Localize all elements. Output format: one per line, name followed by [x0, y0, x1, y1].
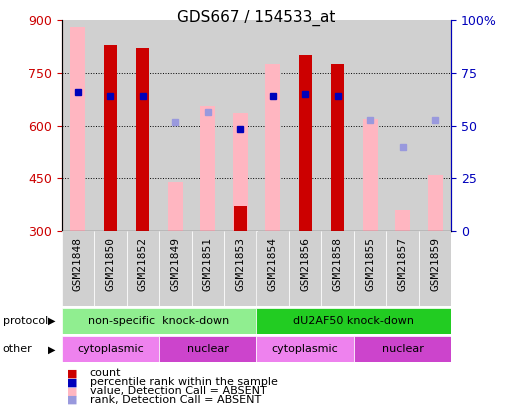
- Text: ■: ■: [67, 395, 77, 405]
- Bar: [70, 27, 85, 231]
- Bar: [191, 20, 224, 231]
- Bar: [104, 45, 117, 231]
- Bar: [363, 119, 378, 231]
- Bar: [354, 231, 386, 306]
- Text: non-specific  knock-down: non-specific knock-down: [88, 316, 230, 326]
- Bar: [233, 113, 248, 231]
- Bar: [136, 48, 149, 231]
- Bar: [386, 20, 419, 231]
- Text: GSM21848: GSM21848: [73, 237, 83, 291]
- Bar: [354, 20, 386, 231]
- Bar: [127, 20, 159, 231]
- Bar: [159, 20, 191, 231]
- Bar: [191, 231, 224, 306]
- Bar: [289, 20, 322, 231]
- Text: GSM21855: GSM21855: [365, 237, 375, 291]
- Bar: [62, 308, 256, 334]
- Bar: [322, 20, 354, 231]
- Text: GSM21857: GSM21857: [398, 237, 408, 291]
- Bar: [289, 231, 322, 306]
- Text: GSM21859: GSM21859: [430, 237, 440, 291]
- Bar: [224, 20, 256, 231]
- Bar: [94, 20, 127, 231]
- Bar: [299, 55, 312, 231]
- Text: protocol: protocol: [3, 316, 48, 326]
- Bar: [201, 106, 215, 231]
- Bar: [62, 20, 94, 231]
- Bar: [234, 206, 247, 231]
- Text: GSM21854: GSM21854: [268, 237, 278, 291]
- Text: GSM21849: GSM21849: [170, 237, 180, 291]
- Text: value, Detection Call = ABSENT: value, Detection Call = ABSENT: [90, 386, 267, 396]
- Text: ■: ■: [67, 369, 77, 378]
- Bar: [265, 64, 280, 231]
- Bar: [94, 231, 127, 306]
- Text: ■: ■: [67, 386, 77, 396]
- Text: cytoplasmic: cytoplasmic: [272, 344, 339, 354]
- Text: GSM21853: GSM21853: [235, 237, 245, 291]
- Text: GSM21850: GSM21850: [105, 237, 115, 291]
- Text: ▶: ▶: [48, 344, 55, 354]
- Bar: [62, 336, 159, 362]
- Text: cytoplasmic: cytoplasmic: [77, 344, 144, 354]
- Text: percentile rank within the sample: percentile rank within the sample: [90, 377, 278, 387]
- Bar: [354, 336, 451, 362]
- Text: rank, Detection Call = ABSENT: rank, Detection Call = ABSENT: [90, 395, 261, 405]
- Text: GDS667 / 154533_at: GDS667 / 154533_at: [177, 10, 336, 26]
- Text: dU2AF50 knock-down: dU2AF50 knock-down: [293, 316, 415, 326]
- Text: count: count: [90, 369, 121, 378]
- Text: ▶: ▶: [48, 316, 55, 326]
- Text: GSM21856: GSM21856: [300, 237, 310, 291]
- Bar: [127, 231, 159, 306]
- Bar: [386, 231, 419, 306]
- Bar: [256, 336, 354, 362]
- Bar: [419, 20, 451, 231]
- Bar: [159, 231, 191, 306]
- Bar: [331, 64, 344, 231]
- Text: other: other: [3, 344, 32, 354]
- Bar: [322, 231, 354, 306]
- Bar: [159, 336, 256, 362]
- Text: GSM21852: GSM21852: [138, 237, 148, 291]
- Text: nuclear: nuclear: [187, 344, 229, 354]
- Bar: [419, 231, 451, 306]
- Text: GSM21851: GSM21851: [203, 237, 213, 291]
- Bar: [396, 210, 410, 231]
- Text: ■: ■: [67, 377, 77, 387]
- Bar: [62, 231, 94, 306]
- Bar: [168, 182, 183, 231]
- Bar: [256, 308, 451, 334]
- Text: GSM21858: GSM21858: [333, 237, 343, 291]
- Bar: [224, 231, 256, 306]
- Text: nuclear: nuclear: [382, 344, 424, 354]
- Bar: [428, 175, 443, 231]
- Bar: [256, 20, 289, 231]
- Bar: [256, 231, 289, 306]
